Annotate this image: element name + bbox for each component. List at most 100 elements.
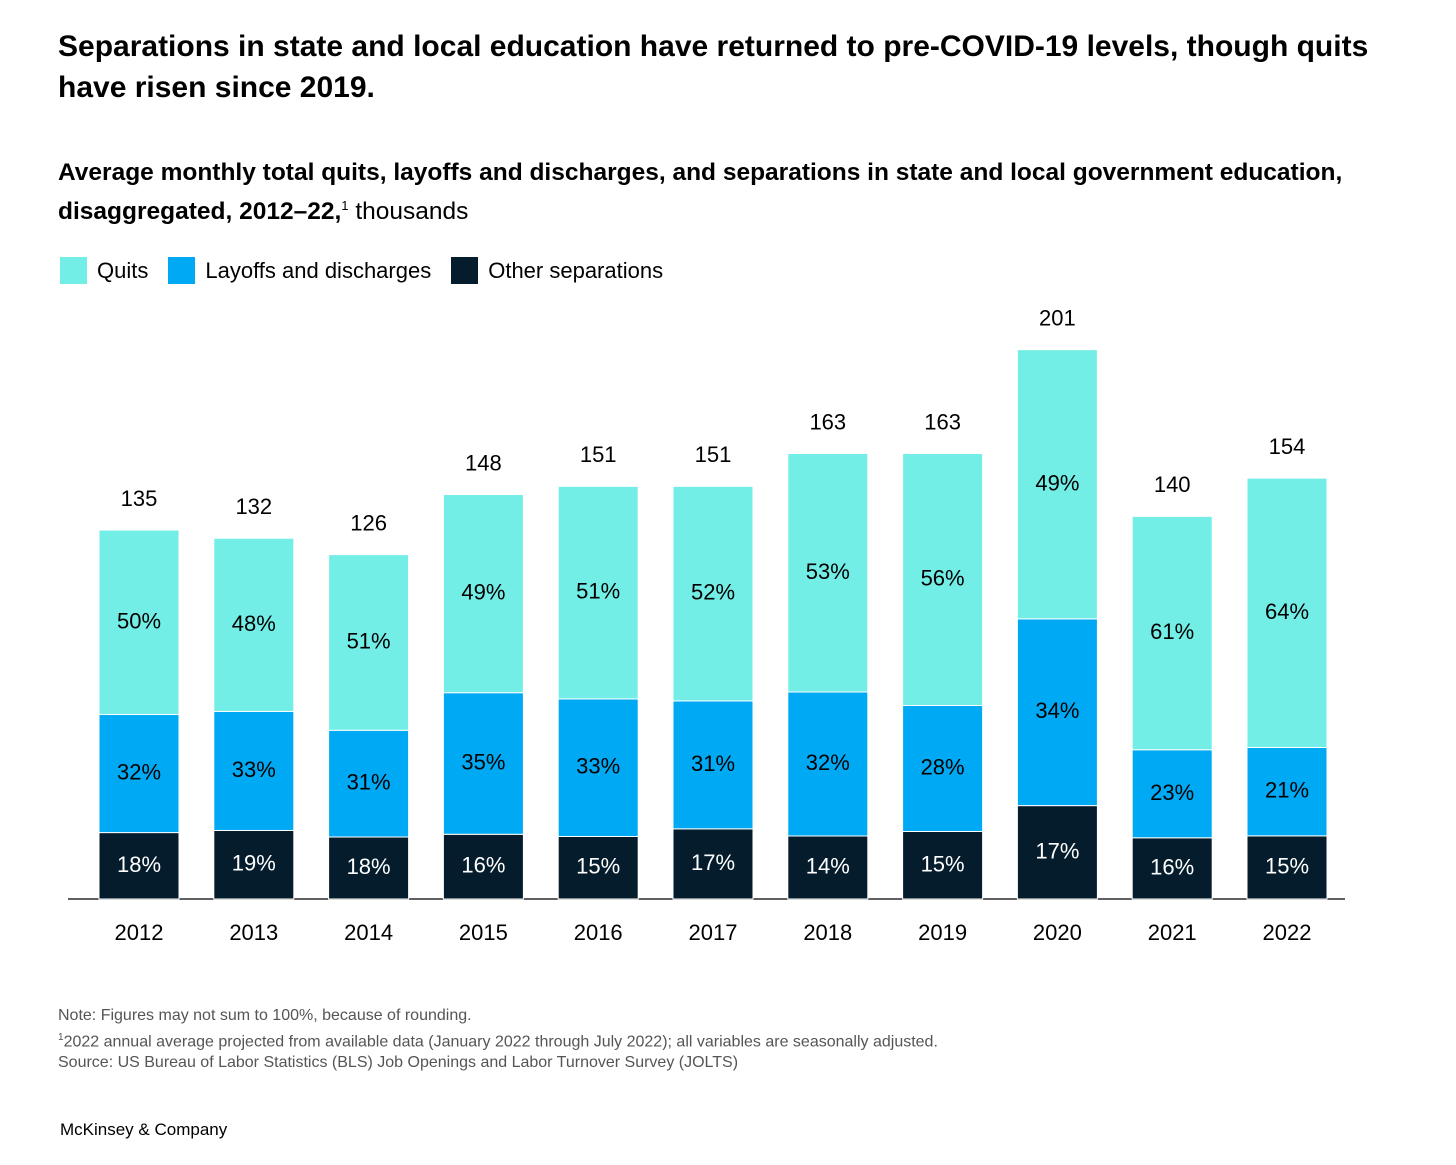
legend-item: Other separations [451,257,663,284]
total-label: 151 [580,442,617,467]
bar-segment [442,833,524,900]
segment-value: 16 [461,852,485,877]
segment-unit: % [141,608,161,633]
segment-label: 48% [232,611,276,636]
segment-value: 16 [1150,854,1174,879]
segment-unit: % [715,579,735,604]
total-label: 154 [1269,434,1306,459]
chart-subtitle: Average monthly total quits, layoffs and… [58,156,1378,228]
segment-value: 15 [1265,853,1289,878]
legend-label: Other separations [488,257,664,283]
legend-label: Quits [97,257,149,283]
segment-unit: % [945,851,965,876]
legend-swatch [168,257,196,284]
segment-label: 16% [461,852,505,877]
segment-value: 33 [576,754,600,779]
segment-label: 14% [806,853,850,878]
segment-label: 51% [576,578,620,603]
segment-value: 35 [461,749,485,774]
segment-label: 33% [232,757,276,782]
brand: McKinsey & Company [60,1120,228,1139]
bar-segment [328,554,410,731]
x-tick-label: 2018 [803,920,852,945]
legend-swatch [451,257,479,284]
segment-label: 51% [347,628,391,653]
footnote-marker: 1 [341,198,349,213]
segment-label: 32% [806,750,850,775]
note-text: Note: Figures may not sum to 100%, becau… [58,1007,472,1024]
segment-unit: % [486,852,506,877]
segment-value: 49 [461,579,485,604]
segment-label: 17% [691,850,735,875]
segment-value: 32 [806,750,830,775]
segment-value: 52 [691,579,715,604]
note-marker: 1 [58,1031,64,1043]
segment-value: 48 [232,611,256,636]
segment-unit: % [256,611,276,636]
bar-segment [98,529,180,716]
segment-value: 49 [1035,470,1059,495]
segment-unit: % [715,751,735,776]
segment-label: 15% [576,854,620,879]
bar-segment [1016,805,1098,900]
segment-value: 15 [576,854,600,879]
segment-unit: % [1060,838,1080,863]
bar-segment [98,832,180,900]
segment-label: 64% [1265,599,1309,624]
bar-segment [328,836,410,900]
total-label: 148 [465,450,502,475]
bar-segment [328,729,410,838]
segment-label: 61% [1150,619,1194,644]
bar-segment [787,835,869,900]
segment-unit: % [256,757,276,782]
x-tick-label: 2013 [229,920,278,945]
note: Note: Figures may not sum to 100%, becau… [58,1005,938,1027]
segment-label: 21% [1265,777,1309,802]
segment-unit: % [141,852,161,877]
segment-unit: % [1289,599,1309,624]
segment-label: 50% [117,608,161,633]
legend-item: Layoffs and discharges [168,257,431,284]
segment-unit: % [601,578,621,603]
bar-segment [557,835,639,900]
segment-label: 19% [232,851,276,876]
segment-value: 14 [806,853,830,878]
segment-value: 51 [347,628,371,653]
bar-segment [902,453,984,707]
bar-segment [1016,349,1098,620]
segment-label: 33% [576,754,620,779]
bar-segment [672,700,754,830]
x-tick-label: 2012 [115,920,164,945]
segment-unit: % [371,769,391,794]
segment-label: 32% [117,759,161,784]
unit: thousands [355,198,469,226]
x-tick-label: 2019 [918,920,967,945]
segment-unit: % [256,851,276,876]
segment-value: 15 [921,851,945,876]
bar-segment [672,828,754,900]
segment-unit: % [945,754,965,779]
x-tick-label: 2017 [689,920,738,945]
segment-value: 19 [232,851,256,876]
segment-unit: % [715,850,735,875]
segment-label: 15% [1265,853,1309,878]
segment-unit: % [601,854,621,879]
segment-value: 21 [1265,777,1289,802]
segment-label: 18% [117,852,161,877]
segment-label: 49% [1035,470,1079,495]
segment-value: 56 [921,565,945,590]
segment-label: 15% [921,851,965,876]
segment-label: 28% [921,754,965,779]
segment-value: 32 [117,759,141,784]
x-tick-label: 2022 [1263,920,1312,945]
note: Source: US Bureau of Labor Statistics (B… [58,1052,938,1074]
total-label: 132 [235,494,272,519]
bar-segment [902,705,984,833]
segment-unit: % [141,759,161,784]
bar-segment [1246,477,1328,748]
bar-segment [787,453,869,693]
segment-label: 49% [461,579,505,604]
segment-label: 18% [347,854,391,879]
segment-unit: % [601,754,621,779]
